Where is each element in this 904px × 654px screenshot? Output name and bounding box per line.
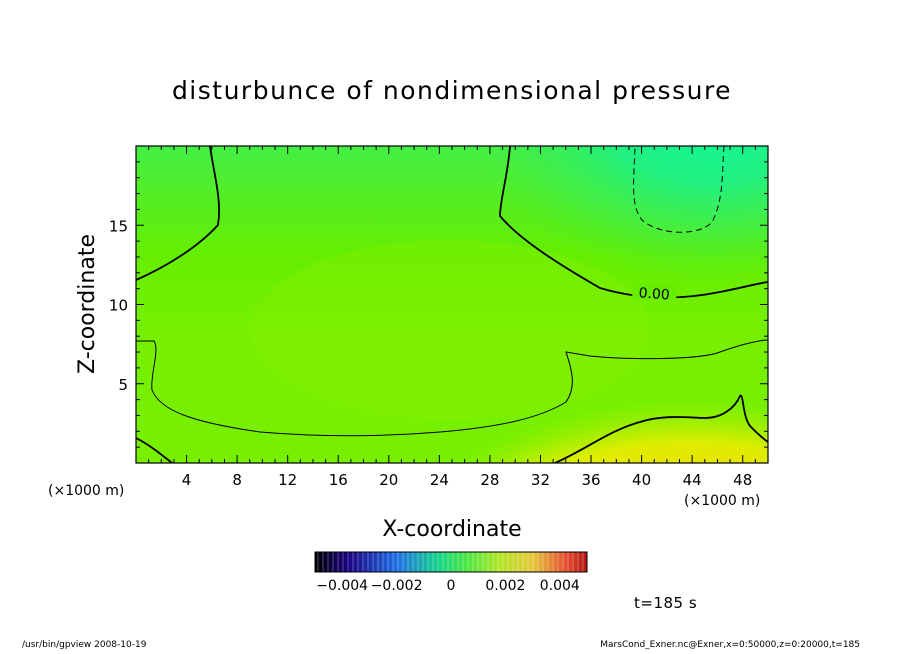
heatmap-field <box>136 146 768 463</box>
footer-source: MarsCond_Exner.nc@Exner,x=0:50000,z=0:20… <box>600 640 860 650</box>
x-tick-label: 24 <box>430 471 449 489</box>
positive-contour <box>136 339 768 437</box>
x-tick-label: 32 <box>531 471 550 489</box>
y-tick-label: 5 <box>118 376 128 394</box>
positive-contour <box>136 437 173 463</box>
contour-label-bg <box>632 283 677 300</box>
y-tick-label: 10 <box>109 297 128 315</box>
contour-lines <box>136 146 768 463</box>
y-axis-label: Z-coordinate <box>75 234 100 374</box>
colorbar-tick-label: −0.002 <box>371 578 423 594</box>
x-unit-right: (×1000 m) <box>684 493 760 509</box>
colorbar-tick-label: −0.004 <box>316 578 368 594</box>
x-tick-label: 8 <box>232 471 242 489</box>
footer-program: /usr/bin/gpview 2008-10-19 <box>22 640 147 650</box>
time-label: t=185 s <box>634 594 698 612</box>
y-tick-label: 15 <box>109 217 128 235</box>
x-tick-label: 12 <box>278 471 297 489</box>
colorbar-tick-label: 0 <box>447 578 456 594</box>
x-tick-label: 20 <box>379 471 398 489</box>
contour-label: 0.00 <box>638 285 670 303</box>
x-tick-label: 40 <box>632 471 651 489</box>
contour-label-layer: 0.00 <box>632 283 677 303</box>
chart-title: disturbunce of nondimensional pressure <box>171 76 733 105</box>
x-tick-label: 48 <box>733 471 752 489</box>
colorbar-tick-label: 0.002 <box>485 578 525 594</box>
x-tick-label: 16 <box>329 471 348 489</box>
negative-contour <box>633 146 725 233</box>
x-tick-label: 4 <box>182 471 192 489</box>
x-axis-label: X-coordinate <box>382 517 521 542</box>
x-tick-label: 36 <box>581 471 600 489</box>
colorbar-tick-label: 0.004 <box>540 578 580 594</box>
colorbar: −0.004 −0.002 0 0.002 0.004 <box>314 551 588 594</box>
x-unit-left: (×1000 m) <box>48 483 124 499</box>
x-tick-label: 28 <box>480 471 499 489</box>
zero-contour <box>136 146 220 281</box>
zero-contour <box>499 146 768 299</box>
x-tick-label: 44 <box>683 471 702 489</box>
positive-contour <box>554 394 768 463</box>
